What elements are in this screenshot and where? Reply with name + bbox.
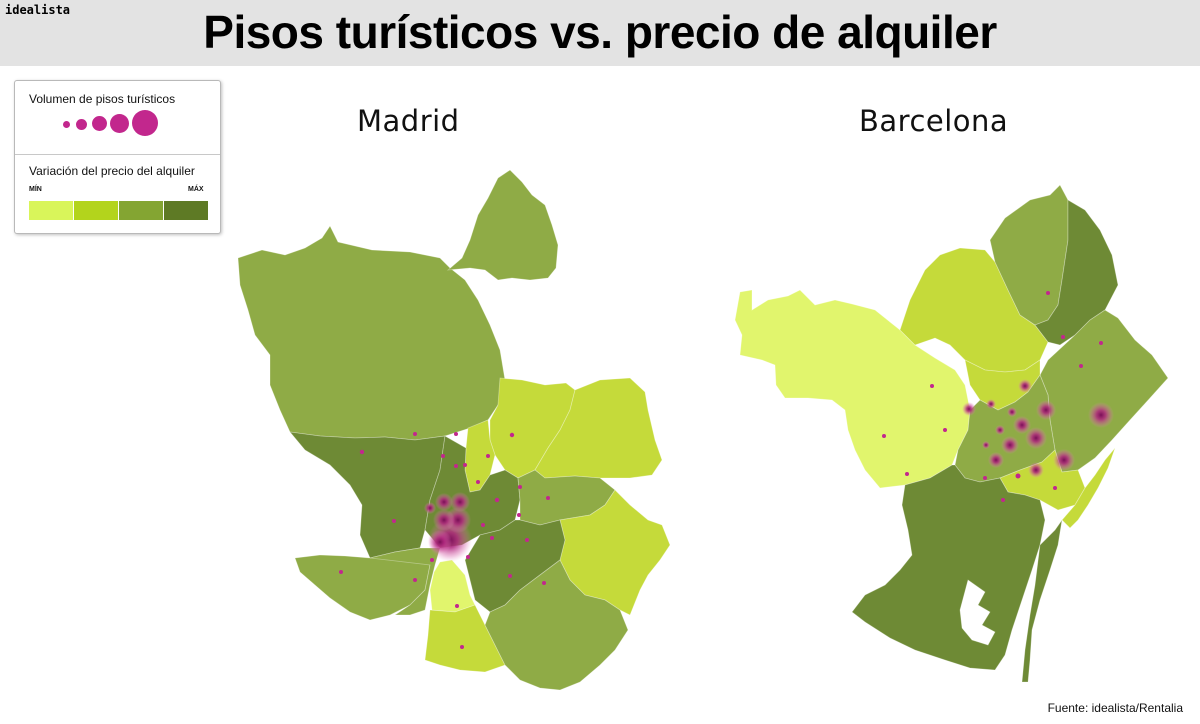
barcelona-bubble <box>1018 379 1032 393</box>
source-credit: Fuente: idealista/Rentalia <box>1047 701 1183 715</box>
barcelona-bubble <box>1061 335 1065 339</box>
madrid-bubbles <box>339 432 550 649</box>
madrid-bubble <box>424 502 436 514</box>
barcelona-bubble <box>1053 486 1057 490</box>
madrid-bubble <box>433 509 455 531</box>
madrid-bubble <box>460 645 464 649</box>
barcelona-map <box>734 184 1169 683</box>
barcelona-bubble <box>988 452 1004 468</box>
legend-bubble-l <box>110 114 129 133</box>
barcelona-bubble <box>930 384 934 388</box>
barcelona-bubble <box>1053 449 1075 471</box>
madrid-bubble <box>486 454 490 458</box>
map-legend: Volumen de pisos turísticos Variación de… <box>14 80 221 234</box>
barcelona-bubble <box>1007 407 1017 417</box>
madrid-bubble <box>339 570 343 574</box>
madrid-district-villaverde <box>424 604 506 673</box>
madrid-bubble <box>494 497 500 503</box>
madrid-bubble <box>413 432 417 436</box>
madrid-bubble <box>450 492 470 512</box>
idealista-logo: idealista <box>5 3 71 17</box>
legend-bubble-xs <box>63 121 70 128</box>
madrid-bubble <box>525 538 529 542</box>
barcelona-bubble <box>1079 364 1083 368</box>
legend-divider <box>15 154 220 155</box>
madrid-district-carabanchel <box>369 547 441 616</box>
madrid-bubble <box>454 432 458 436</box>
barcelona-coast-strip <box>1061 447 1116 529</box>
barcelona-district-sants <box>851 464 1046 671</box>
legend-volume-title: Volumen de pisos turísticos <box>29 92 176 106</box>
barcelona-bubble <box>982 441 990 449</box>
madrid-bubble <box>546 496 550 500</box>
madrid-bubble <box>463 463 467 467</box>
madrid-bubble <box>509 432 515 438</box>
page-title: Pisos turísticos vs. precio de alquiler <box>203 6 997 58</box>
legend-bubble-s <box>76 119 87 130</box>
madrid-bubble <box>441 454 445 458</box>
legend-bubble-m <box>92 116 107 131</box>
barcelona-district-sarria <box>734 289 971 489</box>
barcelona-port <box>1021 519 1063 683</box>
madrid-bubble <box>359 449 365 455</box>
barcelona-bubble <box>1025 427 1047 449</box>
barcelona-bubble <box>995 425 1005 435</box>
madrid-bubble <box>517 513 521 517</box>
barcelona-bubble <box>1015 473 1021 479</box>
barcelona-bubble <box>986 399 996 409</box>
madrid-label: Madrid <box>357 104 460 138</box>
madrid-bubble <box>430 558 434 562</box>
legend-swatch-4 <box>164 201 208 220</box>
barcelona-label: Barcelona <box>859 104 1009 138</box>
madrid-bubble <box>454 464 458 468</box>
barcelona-bubble <box>1001 498 1005 502</box>
barcelona-bubble <box>983 476 987 480</box>
madrid-bubble <box>476 480 480 484</box>
madrid-bubble <box>508 574 512 578</box>
madrid-bubble <box>518 485 522 489</box>
madrid-district-barajas <box>446 169 559 281</box>
madrid-district-sanblas <box>534 377 663 479</box>
madrid-bubble <box>481 523 485 527</box>
legend-price-title: Variación del precio del alquiler <box>29 164 195 178</box>
barcelona-bubble <box>1013 416 1031 434</box>
madrid-district-vallecas <box>484 559 629 691</box>
legend-swatch-3 <box>119 201 163 220</box>
madrid-map <box>237 169 671 691</box>
madrid-bubble <box>428 530 452 554</box>
barcelona-bubble <box>1088 402 1114 428</box>
barcelona-bubble <box>1001 436 1019 454</box>
barcelona-district-santandreu <box>1034 199 1119 346</box>
madrid-bubble <box>413 578 417 582</box>
legend-max-label: MÁX <box>188 186 204 193</box>
header-band <box>0 0 1200 66</box>
barcelona-bubble <box>943 428 947 432</box>
barcelona-bubble <box>1099 341 1103 345</box>
barcelona-bubble <box>1046 291 1050 295</box>
madrid-bubble <box>455 604 459 608</box>
legend-min-label: MÍN <box>29 186 42 193</box>
madrid-bubble <box>490 536 494 540</box>
barcelona-port-dock <box>959 579 996 646</box>
madrid-bubble <box>466 555 470 559</box>
barcelona-bubble <box>882 434 886 438</box>
madrid-bubble <box>392 519 396 523</box>
madrid-bubble <box>435 493 453 511</box>
barcelona-bubbles <box>882 291 1114 502</box>
legend-swatch-1 <box>29 201 73 220</box>
barcelona-bubble <box>1028 462 1044 478</box>
barcelona-bubble <box>905 472 909 476</box>
barcelona-bubble <box>962 402 976 416</box>
barcelona-bubble <box>1036 400 1056 420</box>
legend-swatch-2 <box>74 201 118 220</box>
madrid-district-moncloa <box>289 431 446 559</box>
legend-bubble-xl <box>132 110 158 136</box>
madrid-bubble <box>542 581 546 585</box>
